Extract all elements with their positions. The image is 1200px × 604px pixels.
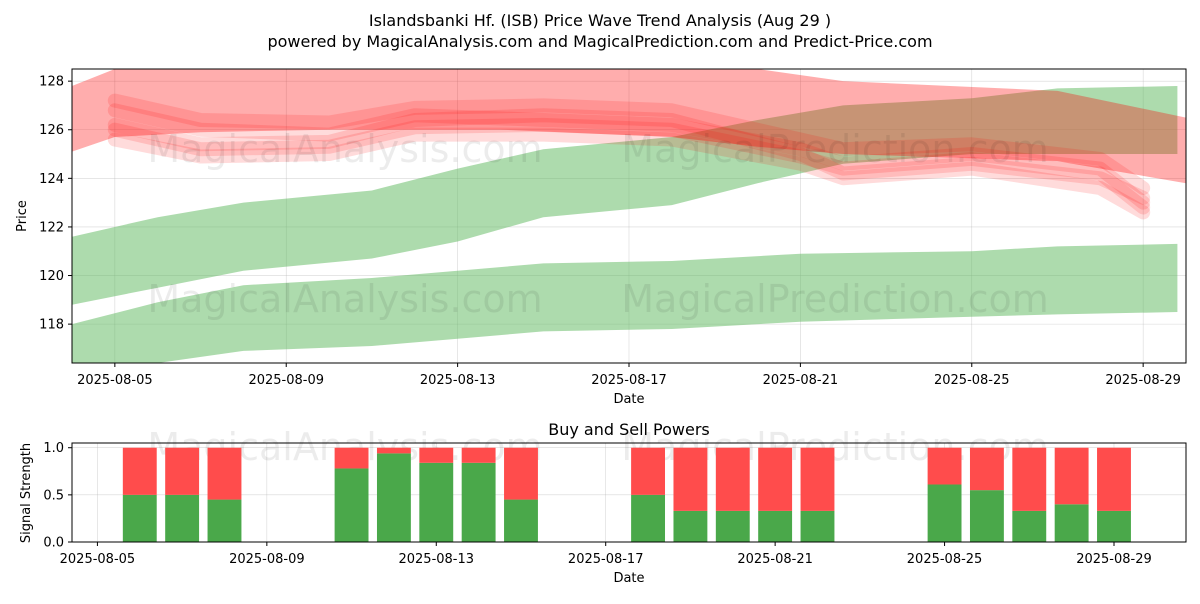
buy-power-bar: [461, 462, 496, 542]
price-y-ticks: 118 120 122 124 126 128: [39, 75, 72, 333]
signal-plot-frame: [71, 442, 1187, 543]
sell-power-bar: [800, 447, 835, 511]
signal-y-tick-label: 1.0: [43, 441, 64, 456]
signal-bars: [122, 447, 1131, 542]
sell-power-bar: [376, 447, 411, 454]
buy-wave-band: [72, 243, 1178, 363]
price-x-ticks: 2025-08-05 2025-08-09 2025-08-13 2025-08-17…: [77, 363, 1181, 388]
price-x-tick-label: 2025-08-25: [934, 373, 1010, 388]
sell-power-bar: [504, 447, 538, 500]
sell-wave-trace: [107, 93, 1151, 196]
price-wave-panel: MagicalAnalysis.com MagicalPrediction.co…: [15, 68, 1187, 407]
buy-power-bar: [673, 510, 708, 542]
sell-power-bar: [165, 447, 200, 495]
price-y-tick-label: 122: [39, 220, 64, 235]
buy-power-bar: [165, 494, 200, 542]
price-y-tick-label: 118: [39, 318, 64, 333]
buy-power-bar: [419, 462, 454, 542]
price-y-tick-label: 124: [39, 172, 64, 187]
sell-power-bar: [1054, 447, 1089, 505]
chart-title-line2: powered by MagicalAnalysis.com and Magic…: [267, 32, 932, 51]
buy-power-bar: [969, 490, 1004, 542]
price-x-tick-label: 2025-08-29: [1105, 373, 1181, 388]
sell-wave-band: [72, 69, 1186, 184]
sell-power-bar: [1012, 447, 1047, 511]
signal-x-axis-label: Date: [613, 571, 644, 586]
sell-power-bar: [419, 447, 454, 463]
signal-y-tick-label: 0.5: [43, 488, 64, 503]
sell-power-bar: [715, 447, 750, 511]
sell-power-bar: [461, 447, 496, 463]
sell-power-bar: [631, 447, 666, 495]
buy-power-bar: [1097, 510, 1131, 542]
price-x-tick-label: 2025-08-17: [591, 373, 667, 388]
price-x-tick-label: 2025-08-13: [420, 373, 496, 388]
sell-power-bar: [207, 447, 242, 500]
signal-x-tick-label: 2025-08-13: [398, 552, 474, 567]
sell-power-bar: [1097, 447, 1131, 511]
watermark-top: MagicalAnalysis.com MagicalPrediction.co…: [147, 127, 1048, 321]
price-x-tick-label: 2025-08-21: [763, 373, 839, 388]
sell-wave-trace: [107, 103, 1151, 210]
buy-power-bar: [1012, 510, 1047, 542]
buy-power-bar: [631, 494, 666, 542]
buy-power-bar: [207, 499, 242, 542]
buy-power-bar: [122, 494, 157, 542]
watermark-prediction-2: MagicalPrediction.com: [621, 277, 1049, 321]
sell-power-bar: [334, 447, 369, 469]
price-y-tick-label: 126: [39, 123, 64, 138]
price-y-tick-label: 120: [39, 269, 64, 284]
signal-x-ticks: 2025-08-05 2025-08-09 2025-08-13 2025-08-17…: [60, 542, 1152, 567]
sell-wave-trace: [107, 108, 1151, 205]
signal-x-tick-label: 2025-08-25: [907, 552, 983, 567]
signal-y-ticks: 0.0 0.5 1.0: [43, 441, 72, 551]
price-y-tick-label: 128: [39, 75, 64, 90]
signal-y-axis-label: Signal Strength: [19, 443, 34, 543]
sell-power-bar: [758, 447, 793, 511]
watermark-analysis-2: MagicalAnalysis.com: [147, 277, 542, 321]
signal-y-tick-label: 0.0: [43, 536, 64, 551]
buy-power-bar: [376, 453, 411, 542]
chart-title-line1: Islandsbanki Hf. (ISB) Price Wave Trend …: [369, 11, 831, 30]
sell-wave-trace: [107, 127, 1151, 220]
watermark-prediction-1: MagicalPrediction.com: [621, 127, 1049, 171]
buy-wave-bands: [72, 86, 1178, 363]
sell-power-bar: [122, 447, 157, 495]
signal-x-tick-label: 2025-08-29: [1076, 552, 1152, 567]
watermark-analysis-1: MagicalAnalysis.com: [147, 127, 542, 171]
price-x-tick-label: 2025-08-09: [248, 373, 324, 388]
signal-x-tick-label: 2025-08-05: [60, 552, 136, 567]
signal-x-tick-label: 2025-08-17: [568, 552, 644, 567]
price-x-axis-label: Date: [613, 392, 644, 407]
signal-x-tick-label: 2025-08-21: [737, 552, 813, 567]
sell-power-bar: [673, 447, 708, 511]
sell-wave-bands: [72, 69, 1186, 220]
buy-power-bar: [334, 468, 369, 542]
sell-wave-trace: [107, 117, 1151, 215]
buy-power-bar: [1054, 504, 1089, 542]
price-x-tick-label: 2025-08-05: [77, 373, 153, 388]
buy-power-bar: [758, 510, 793, 542]
signal-x-tick-label: 2025-08-09: [229, 552, 305, 567]
buy-power-bar: [800, 510, 835, 542]
price-y-axis-label: Price: [15, 200, 30, 232]
sell-power-bar: [927, 447, 962, 485]
buy-power-bar: [927, 484, 962, 542]
sell-power-bar: [969, 447, 1004, 491]
buy-power-bar: [504, 499, 538, 542]
buy-wave-band: [72, 86, 1178, 305]
buy-power-bar: [715, 510, 750, 542]
signal-title: Buy and Sell Powers: [548, 420, 710, 439]
signal-panel: Buy and Sell Powers MagicalAnalysis.com …: [19, 420, 1187, 586]
